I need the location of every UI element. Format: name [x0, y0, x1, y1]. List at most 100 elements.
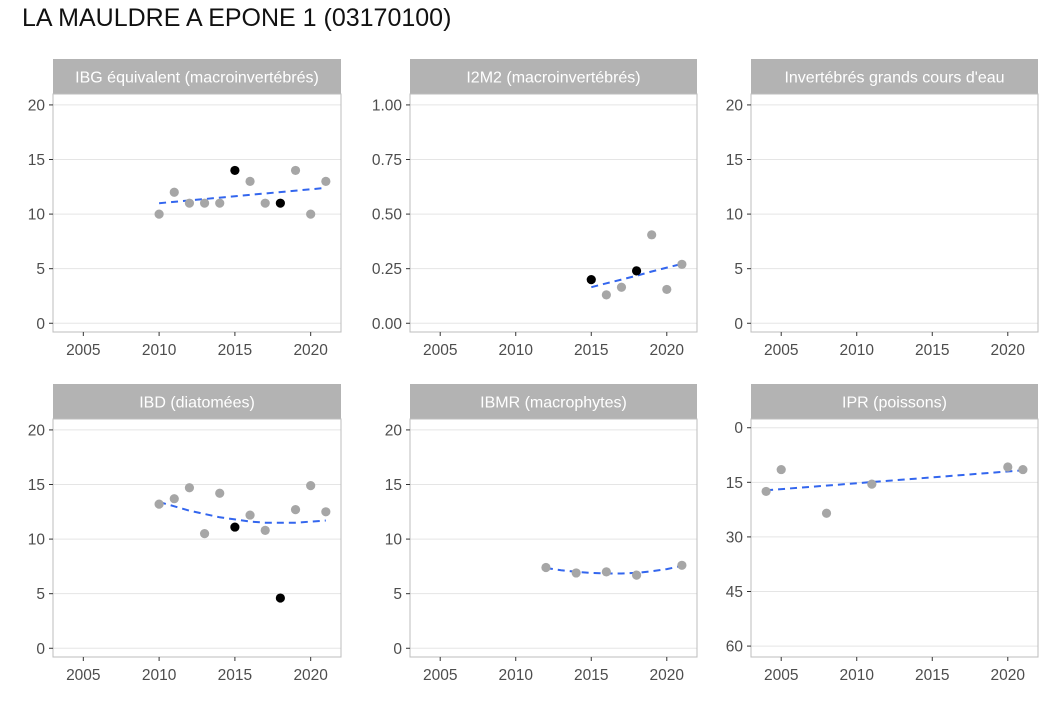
panel-border: [750, 93, 1039, 333]
facet-strip: [410, 384, 697, 419]
data-point: [677, 259, 687, 269]
y-tick-label: 0.25: [372, 261, 402, 278]
y-tick-label: 10: [385, 532, 403, 549]
facet-panel: IBD (diatomées) 0 5 10 15 20 2005 2010 2015 2020: [28, 384, 342, 684]
data-point: [169, 187, 179, 197]
data-point-highlighted: [631, 266, 642, 276]
facet-strip-label: IPR (poissons): [842, 395, 947, 412]
data-point: [1018, 464, 1028, 475]
trend-line: [158, 501, 326, 524]
data-point: [761, 486, 771, 497]
y-tick-label: 0: [36, 641, 45, 658]
panel-border: [409, 418, 698, 658]
data-point: [821, 508, 832, 518]
x-tick-label: 2015: [218, 342, 252, 359]
data-point: [321, 507, 331, 517]
y-tick-label: 5: [393, 586, 402, 603]
facet-strip-label: Invertébrés grands cours d'eau: [784, 70, 1004, 87]
data-point-highlighted: [275, 198, 285, 208]
data-point: [321, 176, 331, 186]
y-tick-label: 15: [385, 477, 402, 494]
x-tick-label: 2020: [991, 342, 1026, 359]
y-tick-label: 0: [36, 316, 45, 333]
facet-panel: Invertébrés grands cours d'eau0510152020…: [726, 59, 1039, 359]
data-point: [662, 284, 672, 295]
facet-strip: [751, 384, 1038, 419]
y-tick-label: 15: [726, 475, 743, 492]
y-tick-label: 30: [726, 529, 744, 546]
panel-border: [409, 93, 698, 333]
x-tick-label: 2005: [764, 667, 798, 684]
x-tick-label: 2010: [498, 667, 533, 684]
y-tick-label: 5: [36, 261, 45, 278]
x-tick-label: 2010: [142, 667, 177, 684]
y-tick-label: 45: [726, 584, 743, 601]
x-tick-label: 2010: [142, 342, 177, 359]
trend-line: [545, 564, 683, 575]
x-tick-label: 2010: [498, 342, 533, 359]
y-tick-label: 10: [726, 207, 744, 224]
data-point: [260, 198, 270, 208]
data-point: [1003, 462, 1013, 472]
trend-line: [591, 262, 683, 289]
panel-border: [52, 93, 342, 333]
facet-strip-label: I2M2 (macroinvertébrés): [466, 70, 640, 87]
y-tick-label: 5: [734, 261, 743, 278]
facet-strip: [53, 59, 341, 94]
data-point: [260, 525, 270, 535]
panel-border: [52, 418, 342, 658]
y-tick-label: 5: [36, 586, 45, 603]
data-point: [199, 529, 210, 539]
x-tick-label: 2020: [293, 342, 328, 359]
data-point: [245, 176, 255, 186]
x-tick-label: 2020: [991, 667, 1026, 684]
trend-line: [766, 469, 1023, 492]
facet-strip-label: IBD (diatomées): [139, 395, 255, 412]
data-point: [601, 290, 611, 300]
x-tick-label: 2020: [650, 667, 685, 684]
page-title: LA MAULDRE A EPONE 1 (03170100): [22, 4, 452, 32]
x-tick-label: 2005: [66, 342, 100, 359]
y-tick-label: 0.00: [372, 316, 403, 333]
y-tick-label: 10: [28, 207, 46, 224]
x-tick-label: 2005: [764, 342, 798, 359]
facet-strip: [751, 59, 1038, 94]
data-point: [541, 562, 551, 573]
facet-strip-label: IBMR (macrophytes): [480, 395, 627, 412]
x-tick-label: 2010: [839, 342, 874, 359]
facet-panel: IBMR (macrophytes) 0 5 10 15 20 2005 2010 2015 20…: [385, 384, 698, 684]
y-tick-label: 20: [726, 97, 744, 114]
data-point: [290, 165, 301, 176]
y-tick-label: 15: [28, 477, 45, 494]
facet-panel: IPR (poissons) 0 15 30 45 60 2005 2010 2015 2020: [726, 384, 1039, 684]
data-point: [154, 499, 164, 509]
data-point-highlighted: [586, 274, 596, 285]
facet-strip: [410, 59, 697, 94]
y-tick-label: 1.00: [372, 97, 403, 114]
data-point: [215, 198, 225, 208]
y-tick-label: 10: [28, 532, 46, 549]
data-point: [215, 488, 225, 498]
panel-border: [750, 418, 1039, 658]
data-point: [184, 483, 195, 493]
data-point-highlighted: [230, 165, 240, 176]
facet-strip-label: IBG équivalent (macroinvertébrés): [75, 70, 319, 87]
y-tick-label: 20: [385, 422, 403, 439]
x-tick-label: 2020: [293, 667, 328, 684]
data-point-highlighted: [230, 522, 240, 532]
trend-line: [159, 186, 326, 205]
data-point: [631, 570, 642, 580]
y-tick-label: 0.50: [372, 207, 403, 224]
data-point: [647, 230, 657, 240]
y-tick-label: 0.75: [372, 152, 402, 169]
x-tick-label: 2005: [66, 667, 100, 684]
x-tick-label: 2015: [574, 342, 608, 359]
facet-panel: I2M2 (macroinvertébrés) 0.00 0.25 0.50 0.75 1…: [372, 59, 698, 359]
x-tick-label: 2005: [423, 342, 457, 359]
data-point: [776, 464, 786, 475]
data-point: [306, 480, 316, 491]
data-point: [290, 505, 301, 515]
y-tick-label: 0: [393, 641, 402, 658]
x-tick-label: 2015: [915, 667, 949, 684]
y-tick-label: 20: [28, 422, 46, 439]
